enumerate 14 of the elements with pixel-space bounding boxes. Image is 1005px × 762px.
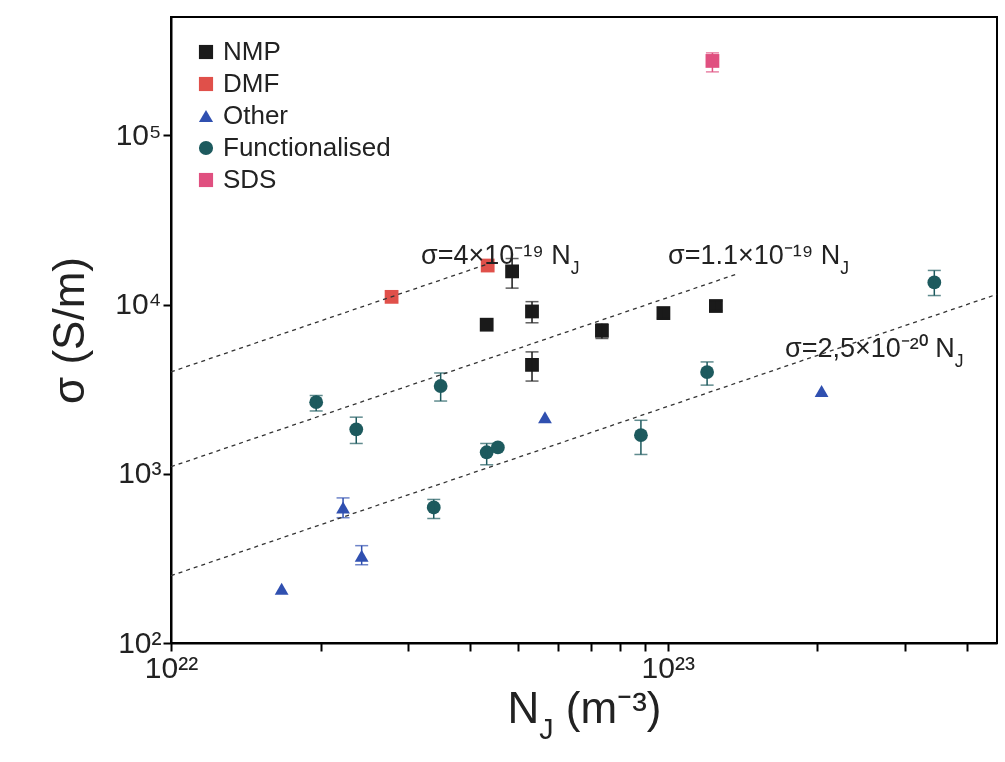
x-axis-title: N$_{J}$ (m⁻³): [507, 682, 662, 745]
y-tick-label: 10⁴: [115, 287, 162, 321]
x-tick-label: 10²³: [641, 650, 695, 684]
legend-label: SDS: [223, 164, 277, 194]
legend-label: DMF: [223, 68, 280, 98]
annotation: σ=2,5×10⁻²⁰ N$_{J}$: [785, 333, 964, 371]
legend-label: NMP: [223, 36, 281, 66]
annotation: σ=1.1×10⁻¹⁹ N$_{J}$: [668, 240, 850, 278]
y-axis-title: σ (S/m): [44, 257, 94, 404]
legend-label: Other: [223, 100, 289, 130]
annotation: σ=4×10⁻¹⁹ N$_{J}$: [421, 240, 580, 278]
y-tick-label: 10⁵: [115, 117, 162, 151]
y-tick-label: 10³: [118, 456, 162, 490]
legend-label: Functionalised: [223, 132, 391, 162]
